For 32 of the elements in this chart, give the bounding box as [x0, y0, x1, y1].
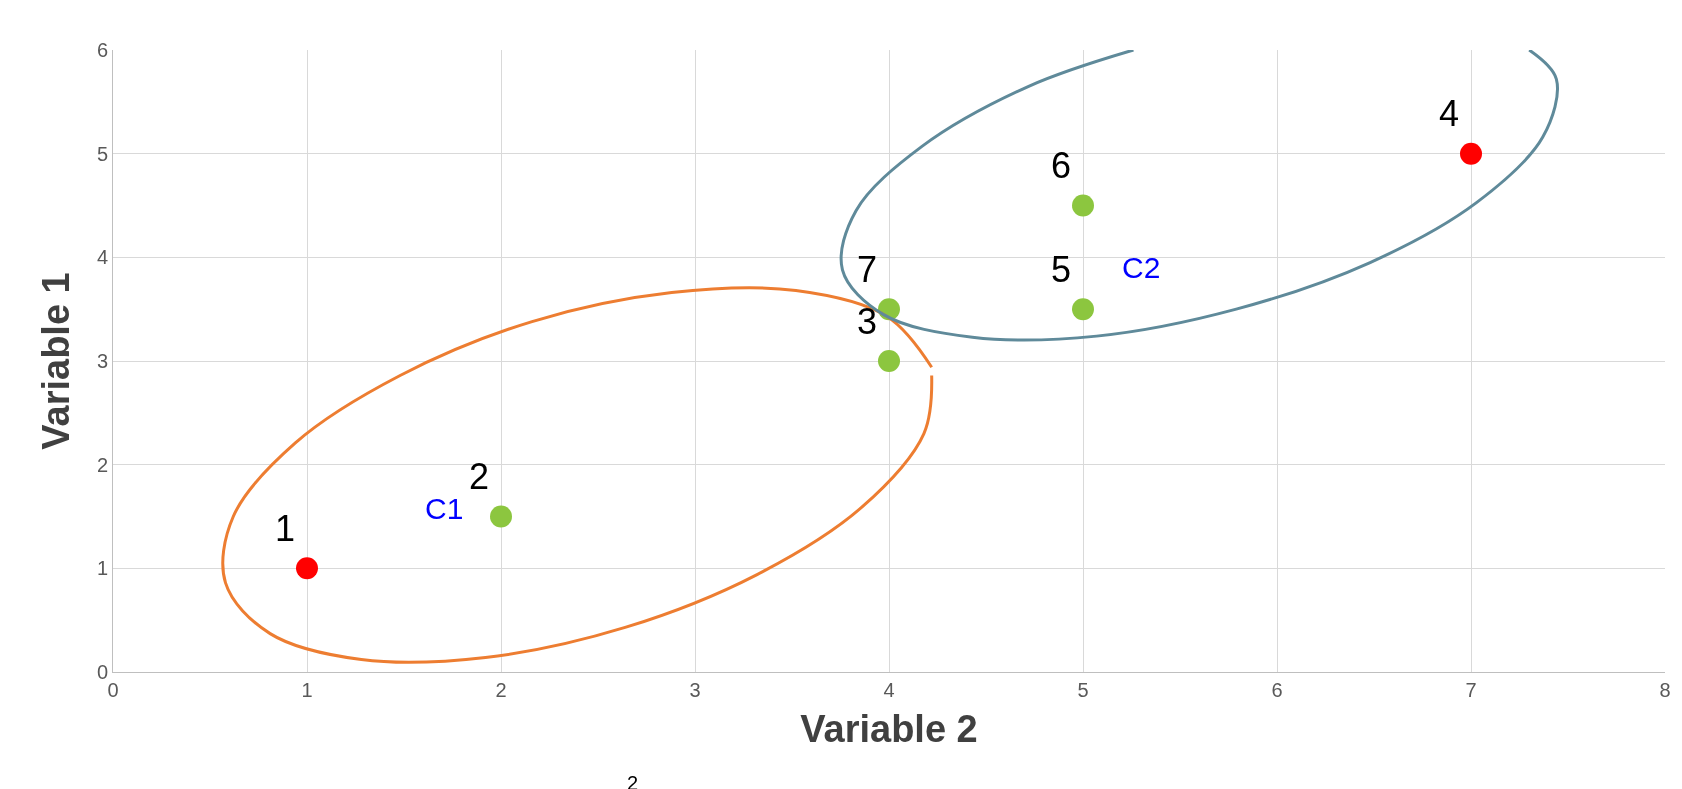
- y-tick-label: 3: [96, 350, 108, 372]
- annotation: 7: [857, 249, 878, 290]
- x-tick-label: 2: [495, 679, 507, 701]
- x-tick-label: 7: [1465, 679, 1477, 701]
- x-tick-label: 5: [1077, 679, 1089, 701]
- annotation: 6: [1051, 145, 1072, 186]
- point: [1460, 142, 1482, 165]
- annotation: 1: [275, 508, 296, 549]
- x-tick-label: 6: [1271, 679, 1283, 701]
- y-tick-label: 2: [96, 453, 108, 476]
- annotation: 2: [469, 456, 490, 497]
- y-tick-label: 6: [96, 39, 108, 61]
- y-tick-label: 1: [96, 557, 108, 580]
- x-tick-label: 8: [1659, 679, 1671, 701]
- point: [878, 350, 900, 372]
- point: [1072, 298, 1094, 321]
- annotation: 3: [857, 301, 878, 342]
- x-tick-label: 4: [883, 679, 895, 701]
- y-axis-title: Variable 1: [35, 272, 78, 450]
- annotation: 4: [1439, 93, 1460, 134]
- y-tick-label: 5: [96, 142, 108, 165]
- point: [1072, 194, 1094, 217]
- point: [296, 557, 318, 580]
- x-tick-label: 1: [301, 679, 313, 701]
- x-axis-title: Variable 2: [800, 708, 978, 751]
- x-tick-label: 3: [689, 679, 701, 701]
- y-tick-label: 0: [96, 661, 108, 683]
- annotation: C1: [425, 492, 464, 525]
- y-tick-label: 4: [96, 246, 108, 269]
- point: [490, 505, 512, 528]
- annotation: C2: [1122, 251, 1161, 284]
- annotation: 5: [1051, 249, 1072, 290]
